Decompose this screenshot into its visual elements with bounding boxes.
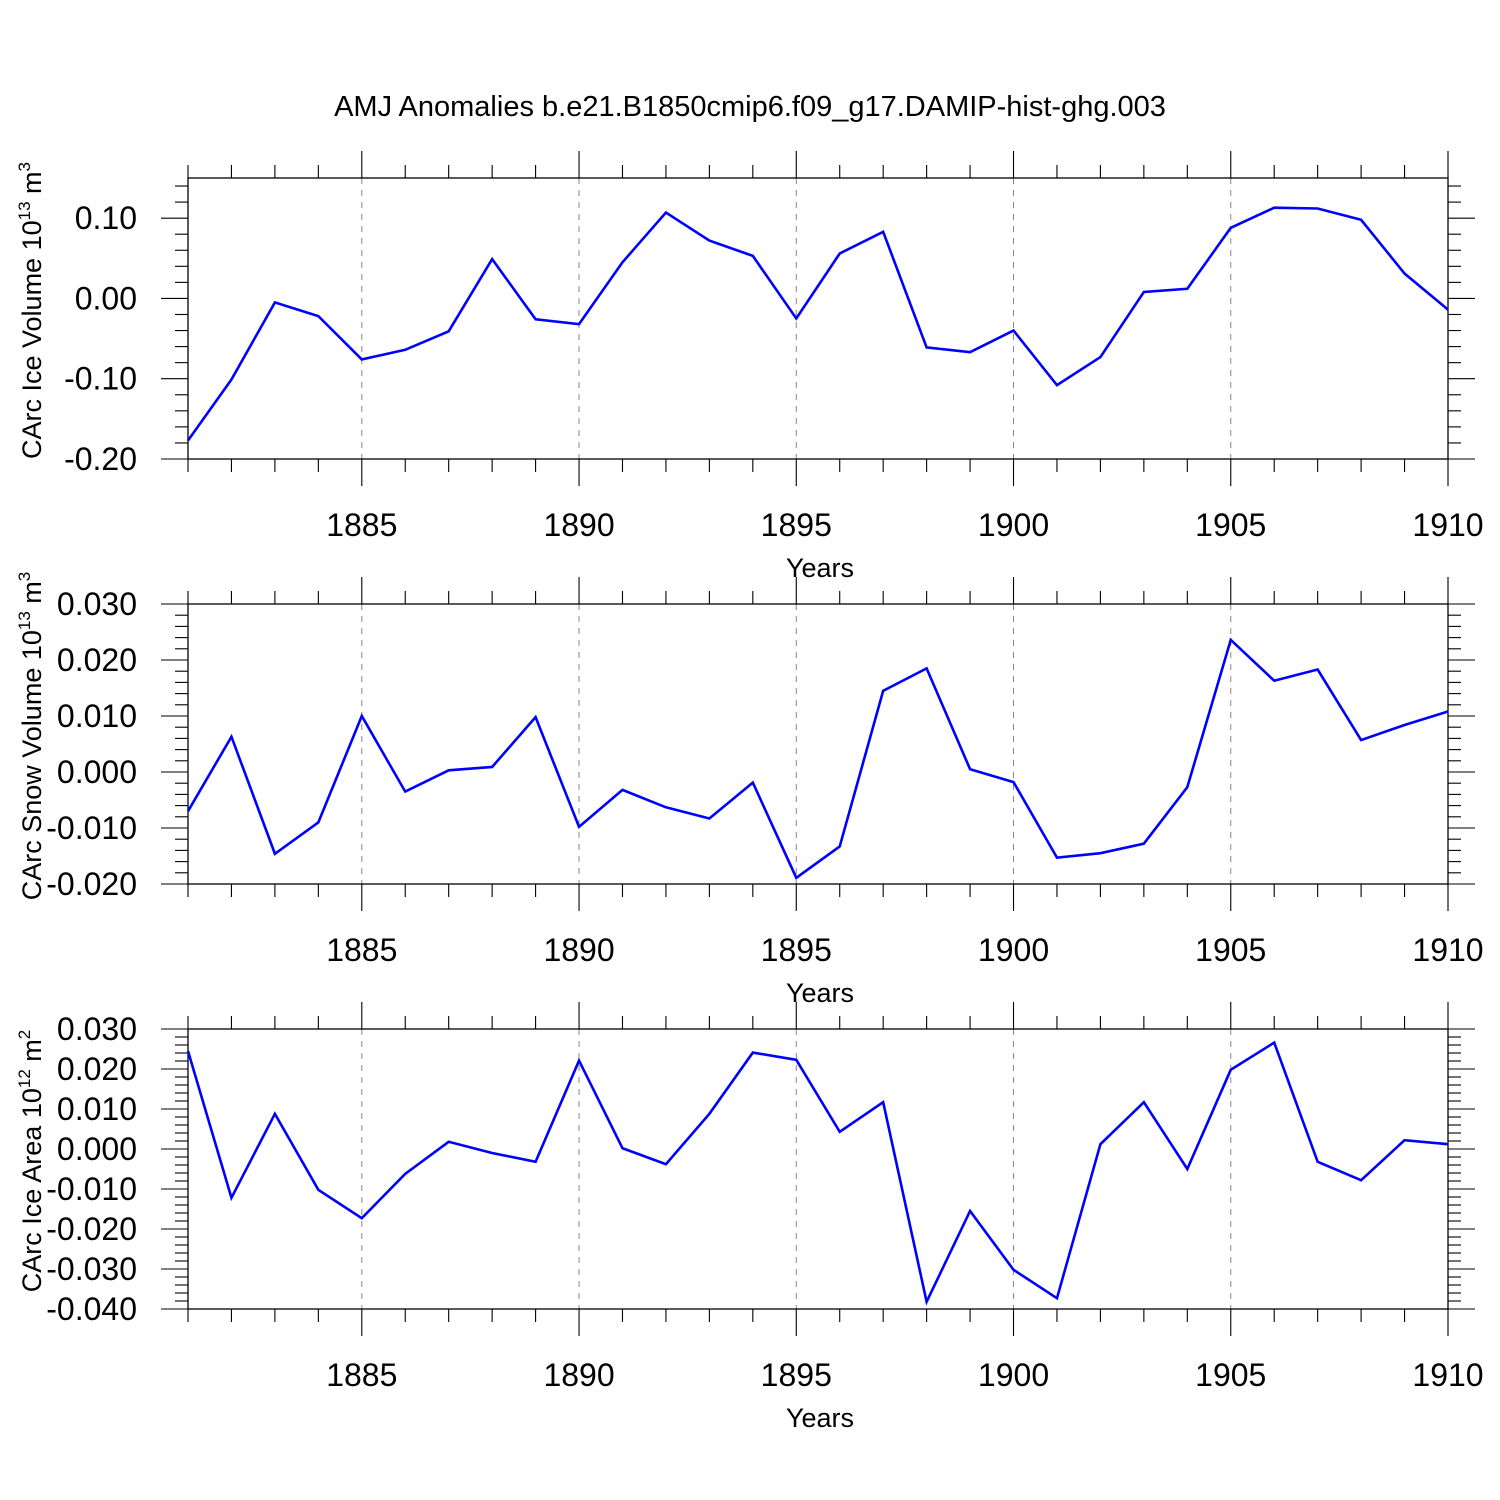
y-axis-label-unit-exponent: 3	[15, 572, 34, 581]
y-axis-label-text: CArc Ice Area 10	[17, 1088, 47, 1292]
x-tick-label: 1895	[761, 1357, 832, 1393]
y-tick-label: -0.030	[46, 1251, 137, 1287]
y-tick-label: -0.040	[46, 1291, 137, 1327]
y-axis-label-unit-exponent: 3	[15, 162, 34, 171]
y-axis-label-exponent: 13	[15, 611, 34, 630]
plot-frame	[187, 603, 1449, 885]
plot-frame	[187, 1028, 1449, 1310]
y-tick-label: 0.020	[57, 642, 137, 678]
y-axis-label-exponent: 12	[15, 1069, 34, 1088]
x-tick-label: 1905	[1195, 1357, 1266, 1393]
panel-ice-area: -0.040 -0.030 -0.020 -0.010 0.000 0.010 0.020 0…	[15, 1002, 1484, 1433]
y-tick-label: -0.020	[46, 866, 137, 902]
series-line-snow-volume	[186, 637, 1449, 880]
x-tick-label: 1890	[543, 507, 614, 543]
plot-frame	[187, 177, 1449, 460]
y-tick-label: 0.030	[57, 1011, 137, 1047]
x-tick-label: 1895	[761, 932, 832, 968]
series-line-ice-volume	[186, 206, 1449, 442]
y-tick-label: 0.020	[57, 1051, 137, 1087]
x-tick-label: 1885	[326, 1357, 397, 1393]
y-tick-label: -0.010	[46, 810, 137, 846]
x-tick-label: 1885	[326, 932, 397, 968]
y-axis-label: CArc Ice Volume 1013 m3	[15, 162, 47, 459]
y-tick-label: 0.10	[75, 200, 137, 236]
y-tick-label: -0.010	[46, 1171, 137, 1207]
y-axis-label-exponent: 13	[15, 201, 34, 220]
y-tick-label: -0.020	[46, 1211, 137, 1247]
y-axis-label-unit: m	[17, 1039, 47, 1069]
y-tick-label: 0.000	[57, 754, 137, 790]
y-axis-label-text: CArc Snow Volume 10	[17, 630, 47, 900]
y-tick-label: -0.10	[64, 361, 137, 397]
x-tick-label: 1900	[978, 1357, 1049, 1393]
y-axis-label: CArc Snow Volume 1013 m3	[15, 572, 47, 901]
x-tick-label: 1885	[326, 507, 397, 543]
y-axis-label-text: CArc Ice Volume 10	[17, 220, 47, 459]
x-tick-label: 1900	[978, 932, 1049, 968]
x-tick-label: 1890	[543, 1357, 614, 1393]
x-tick-label: 1910	[1412, 507, 1483, 543]
panel-ice-volume: -0.20 -0.10 0.00 0.10 1885 1890 1895 1900 1905 19…	[15, 151, 1484, 583]
y-tick-label: 0.030	[57, 586, 137, 622]
x-tick-label: 1905	[1195, 507, 1266, 543]
x-tick-label: 1895	[761, 507, 832, 543]
x-tick-label: 1900	[978, 507, 1049, 543]
y-tick-label: 0.000	[57, 1131, 137, 1167]
x-tick-label: 1910	[1412, 1357, 1483, 1393]
chart-title: AMJ Anomalies b.e21.B1850cmip6.f09_g17.D…	[334, 91, 1166, 123]
x-axis-label: Years	[786, 553, 854, 583]
y-tick-label: 0.00	[75, 280, 137, 316]
x-tick-label: 1890	[543, 932, 614, 968]
y-tick-label: 0.010	[57, 1091, 137, 1127]
panel-snow-volume: -0.020 -0.010 0.000 0.010 0.020 0.030 1885 1890…	[15, 572, 1484, 1008]
y-axis-label-unit: m	[17, 581, 47, 611]
y-axis-label-unit-exponent: 2	[15, 1030, 34, 1039]
y-axis-label: CArc Ice Area 1012 m2	[15, 1030, 47, 1293]
series-line-ice-area	[186, 1040, 1449, 1306]
x-tick-label: 1910	[1412, 932, 1483, 968]
x-tick-label: 1905	[1195, 932, 1266, 968]
y-tick-label: -0.20	[64, 441, 137, 477]
y-axis-label-unit: m	[17, 171, 47, 201]
x-axis-label: Years	[786, 1403, 854, 1433]
y-tick-label: 0.010	[57, 698, 137, 734]
x-axis-label: Years	[786, 978, 854, 1008]
